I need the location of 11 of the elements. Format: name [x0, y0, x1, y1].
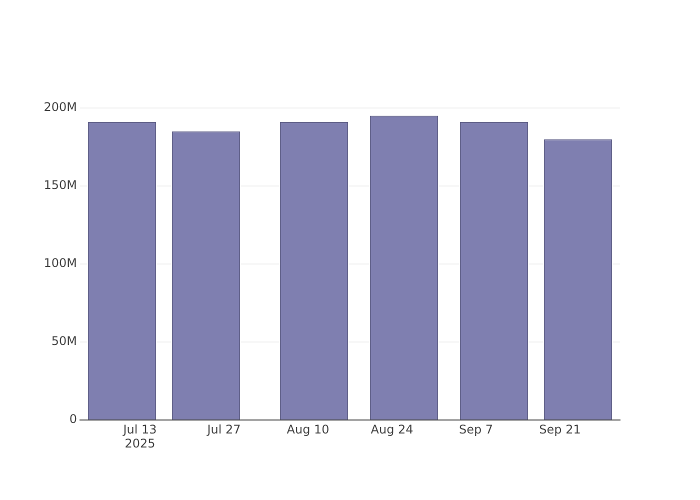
y-tick-label: 200M — [44, 100, 77, 114]
y-tick-label: 100M — [44, 256, 77, 270]
y-tick-label: 50M — [51, 334, 77, 348]
x-tick-label: Sep 7 — [458, 422, 494, 436]
y-tick-label: 0 — [69, 412, 77, 426]
x-tick-label: Jul 13 2025 — [122, 422, 157, 451]
x-tick-label: Aug 10 — [286, 422, 330, 436]
x-tick-label: Aug 24 — [370, 422, 414, 436]
x-tick-label: Sep 21 — [539, 422, 581, 436]
y-tick-label: 150M — [44, 178, 77, 192]
x-tick-label: Jul 27 — [206, 422, 241, 436]
